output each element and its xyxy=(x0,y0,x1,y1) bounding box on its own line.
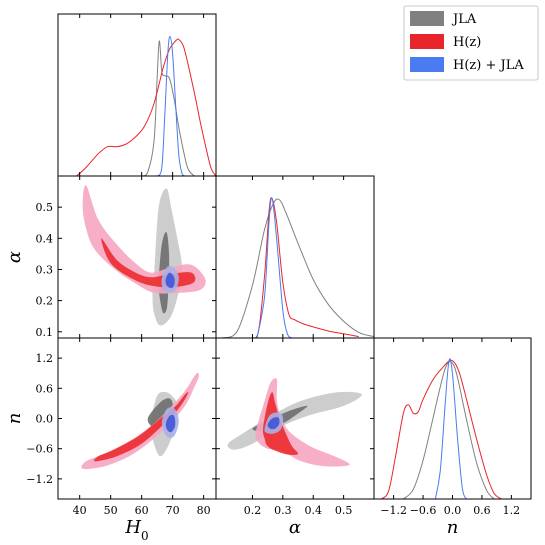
contour-inner-h-z-jla xyxy=(165,414,176,433)
legend-label-hz: H(z) xyxy=(453,35,481,50)
marginal-curve-jla xyxy=(221,198,374,338)
marginal-curve-h-z-jla xyxy=(256,197,293,338)
x-tick-label: 50 xyxy=(104,504,118,517)
x-tick-label: 60 xyxy=(135,504,149,517)
panel-frame xyxy=(215,175,375,339)
y-tick-label: −1.2 xyxy=(26,473,53,486)
contour-inner-h-z-jla xyxy=(165,272,175,289)
y-axis-label-alpha: α xyxy=(4,251,25,263)
legend-swatch-hz-jla xyxy=(410,57,444,72)
panel-frame xyxy=(57,13,217,177)
x-tick-label: −1.2 xyxy=(380,504,407,517)
legend-label-hz-jla: H(z) + JLA xyxy=(453,58,524,73)
legend: JLA H(z) H(z) + JLA xyxy=(403,5,539,81)
y-tick-label: −0.6 xyxy=(26,443,53,456)
x-tick-label: 0.5 xyxy=(335,504,353,517)
panel-frame xyxy=(57,337,217,500)
x-tick-label: 1.2 xyxy=(503,504,521,517)
y-tick-label: 0.5 xyxy=(36,201,54,214)
marginal-curve-h-z-jla xyxy=(434,358,467,499)
y-tick-label: 0.0 xyxy=(36,413,54,426)
x-tick-label: −0.6 xyxy=(410,504,437,517)
y-axis-label-n: n xyxy=(4,413,25,425)
panel-frame xyxy=(57,175,217,339)
contour-inner-h-z-jla xyxy=(267,417,280,430)
y-tick-label: 0.1 xyxy=(36,326,54,339)
contour-inner-h-z xyxy=(93,392,189,462)
panel-content xyxy=(227,378,362,467)
y-tick-label: 0.3 xyxy=(36,263,54,276)
marginal-curve-h-z xyxy=(381,359,502,499)
legend-label-jla: JLA xyxy=(451,12,477,27)
y-tick-label: 0.4 xyxy=(36,232,54,245)
x-tick-label: 0.0 xyxy=(444,504,462,517)
panel-n-vs-h-0: 40 50 60 70 80 −1.2 −0.6 0.0 0.6 1.2 xyxy=(26,337,217,517)
panel-alpha xyxy=(215,175,375,339)
contour-inner-jla xyxy=(147,398,173,430)
x-axis-label-n: n xyxy=(447,517,459,538)
contour-outer-h-z xyxy=(82,185,206,294)
x-tick-label: 0.4 xyxy=(304,504,322,517)
y-tick-label: 0.2 xyxy=(36,295,54,308)
panel-alpha-vs-h-0: 0.1 0.2 0.3 0.4 0.5 xyxy=(36,175,217,339)
marginal-curve-jla xyxy=(141,40,195,176)
x-tick-label: 0.2 xyxy=(244,504,262,517)
marginal-curve-h-z xyxy=(76,38,216,176)
x-tick-label: 80 xyxy=(197,504,211,517)
legend-swatch-hz xyxy=(410,34,444,49)
panel-content xyxy=(76,36,216,176)
x-tick-label: 0.6 xyxy=(473,504,491,517)
y-tick-label: 0.6 xyxy=(36,382,54,395)
y-tick-label: 1.2 xyxy=(36,352,54,365)
marginal-curve-jla xyxy=(403,361,495,499)
marginal-curve-h-z-jla xyxy=(156,36,186,176)
panels-layer: 0.10.20.30.40.540 50 60 70 80−1.2−0.60.00.61… xyxy=(4,13,532,543)
x-axis-label-h0: H0 xyxy=(124,517,148,543)
panel-n-vs-alpha: 0.2 0.3 0.4 0.5 xyxy=(215,337,375,517)
legend-swatch-jla xyxy=(410,11,444,26)
x-axis-label-alpha: α xyxy=(289,517,301,538)
x-tick-label: 40 xyxy=(73,504,87,517)
contour-outer-h-z xyxy=(81,373,200,470)
panel-content xyxy=(381,358,502,499)
marginal-curve-h-z xyxy=(252,197,359,338)
x-tick-label: 70 xyxy=(166,504,180,517)
panel-content xyxy=(81,373,200,470)
panel-content xyxy=(221,197,374,338)
panel-n: −1.2 −0.6 0.0 0.6 1.2 xyxy=(373,337,532,517)
panel-frame xyxy=(373,337,532,500)
x-tick-label: 0.3 xyxy=(274,504,292,517)
panel-content xyxy=(82,185,206,326)
panel-h-0 xyxy=(57,13,217,177)
